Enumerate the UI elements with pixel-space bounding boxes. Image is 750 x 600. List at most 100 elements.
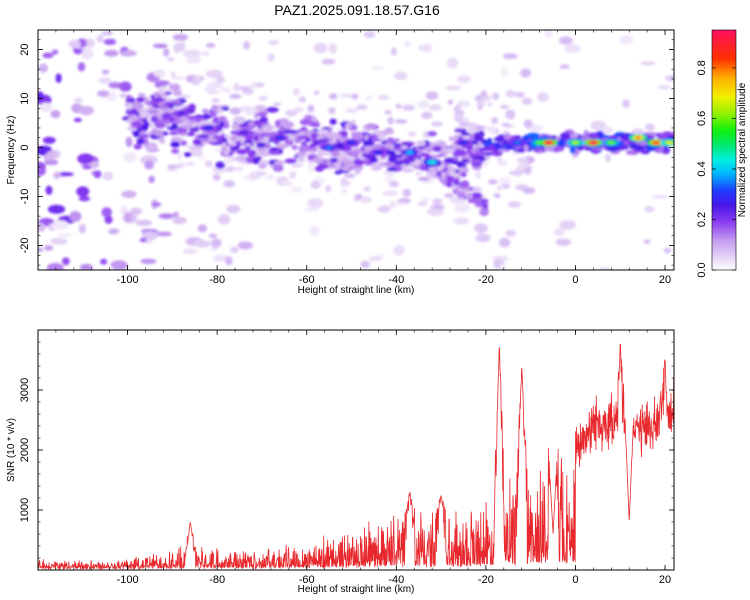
spectrogram-cell: [487, 126, 497, 134]
spectrogram-cell: [377, 143, 384, 148]
spectrogram-cell: [77, 153, 94, 165]
spectrogram-cell: [523, 119, 533, 128]
spectrogram-cell: [185, 56, 202, 64]
spectrogram-cell: [104, 215, 113, 224]
spectrogram-cell: [186, 115, 200, 120]
spectrogram-cell: [307, 163, 316, 172]
spectrogram-cell: [212, 166, 228, 174]
spectrogram-cell: [407, 131, 416, 137]
spectrogram-cell: [475, 233, 491, 243]
spectrogram-cell: [201, 114, 212, 120]
spectrogram-cell: [339, 93, 355, 98]
spectrogram-cell: [121, 190, 137, 198]
spectrogram-cell: [444, 85, 462, 91]
colorbar: 0.0 0.2 0.4 0.6 0.8 Normalized spectral ampl…: [696, 29, 748, 278]
spectrogram-cell: [453, 178, 460, 184]
spectrogram-cell: [101, 31, 114, 36]
spectrogram-cell: [356, 104, 368, 111]
spectrogram-cell: [352, 133, 364, 141]
spectrogram-cell: [239, 105, 253, 111]
spectrogram-cell: [112, 263, 128, 270]
spectrogram-cell: [262, 136, 270, 142]
spectrogram-cell: [618, 146, 630, 150]
spectrogram-cell: [229, 94, 242, 99]
spectrogram-cell: [554, 228, 565, 236]
spectrogram-cell: [415, 171, 422, 176]
y-tick-label: -20: [19, 238, 31, 254]
spectrogram-cell: [215, 161, 226, 169]
colorbar-tick-label: 0.8: [696, 60, 708, 75]
spectrogram-cell: [401, 145, 408, 150]
spectrogram-cell: [341, 179, 351, 187]
spectrogram-cell: [640, 61, 656, 66]
spectrogram-cell: [303, 130, 312, 135]
spectrogram-cell: [93, 170, 102, 179]
spectrogram-cell: [514, 141, 521, 145]
spectrogram-cell: [224, 134, 231, 139]
x-tick-label: 0: [572, 574, 578, 586]
spectrogram-cell: [622, 99, 630, 108]
spectrogram-cell: [294, 106, 304, 114]
spectrogram-cell: [417, 201, 428, 206]
spectrogram-cell: [53, 171, 61, 179]
spectrogram-cell: [497, 160, 508, 167]
spectrogram-cell: [42, 136, 56, 144]
spectrogram-cell: [436, 153, 445, 158]
spectrogram-cell: [474, 96, 483, 101]
spectrogram-cell: [212, 254, 229, 262]
spectrogram-cell: [453, 217, 470, 225]
spectrogram-cell: [38, 165, 46, 177]
spectrogram-cell: [151, 202, 162, 207]
spectrogram-cell: [184, 162, 196, 166]
spectrogram-cell: [555, 238, 572, 247]
spectrogram-cell: [230, 136, 237, 141]
spectrogram-cell: [363, 186, 372, 192]
spectrogram-cell: [433, 204, 445, 209]
spectrogram-cell: [179, 41, 186, 52]
spectrogram-cell: [330, 157, 338, 163]
spectrogram-cell: [375, 150, 382, 154]
spectrogram-cell: [135, 219, 153, 227]
spectrogram-cell: [454, 128, 467, 133]
spectrogram-cell: [461, 155, 472, 160]
spectrogram-cell: [480, 90, 487, 99]
spectrogram-blobs: [38, 30, 674, 270]
spectrogram-cell: [130, 207, 143, 215]
x-tick-label: 20: [659, 274, 671, 286]
spectrogram-cell: [62, 257, 70, 266]
spectrogram-cell: [82, 164, 92, 170]
spectrogram-cell: [467, 122, 478, 131]
spectrogram-cell: [69, 211, 82, 222]
y-tick-label: 10: [19, 92, 31, 104]
spectrogram-cell: [620, 133, 630, 141]
spectrogram-cell: [479, 209, 489, 217]
spectrogram-cell: [213, 135, 223, 140]
spectrogram-cell: [645, 144, 657, 152]
spectrogram-cell: [160, 105, 170, 111]
spectrogram-cell: [58, 232, 72, 237]
spectrogram-cell: [241, 131, 247, 135]
spectrogram-cell: [446, 170, 451, 176]
spectrogram-cell: [501, 184, 511, 189]
spectrogram-cell: [171, 76, 185, 81]
spectrogram-cell: [304, 114, 314, 120]
spectrogram-cell: [197, 224, 208, 233]
spectrogram-cell: [124, 211, 133, 223]
spectrogram-cell: [258, 164, 267, 169]
spectrogram-cell: [98, 77, 112, 84]
spectrogram-cell: [144, 99, 152, 104]
spectrogram-cell: [517, 157, 529, 164]
spectrogram-cell: [205, 69, 224, 79]
spectrogram-cell: [247, 121, 255, 127]
spectrogram-cell: [229, 145, 235, 149]
figure-title: PAZ1.2025.091.18.57.G16: [274, 2, 440, 18]
spectrogram-cell: [252, 156, 260, 165]
spectrogram-cell: [102, 171, 114, 181]
spectrogram-cell: [391, 138, 401, 143]
spectrogram-cell: [348, 141, 355, 145]
spectrogram-cell: [276, 136, 283, 140]
spectrogram-cell: [148, 175, 155, 184]
spectrogram-cell: [345, 108, 358, 114]
spectrogram-cell: [454, 149, 468, 157]
x-tick-label: -60: [299, 574, 315, 586]
